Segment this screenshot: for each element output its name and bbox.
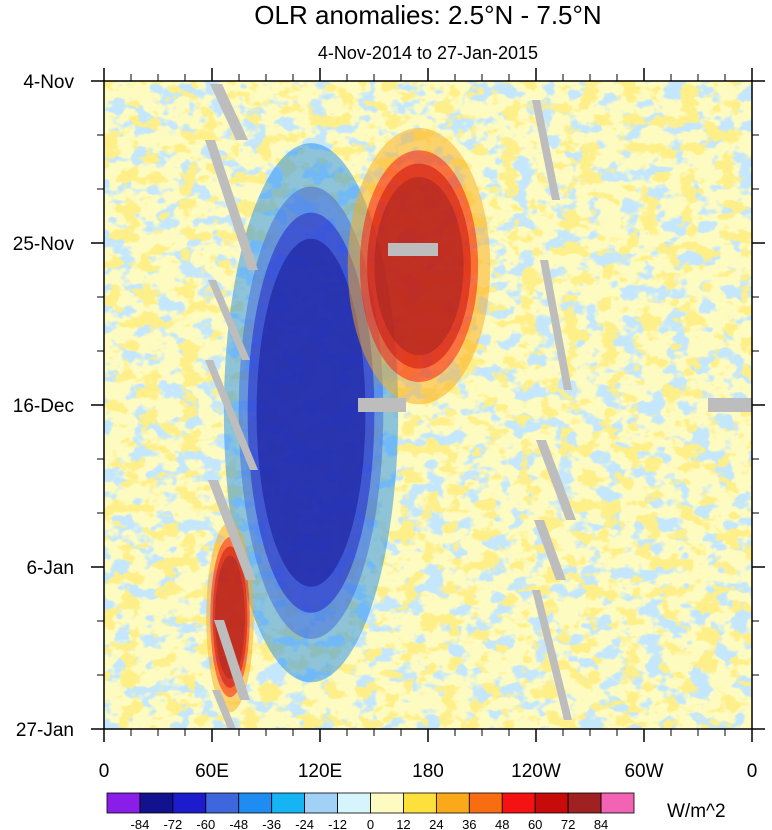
colorbar-swatch	[403, 792, 437, 814]
colorbar-label: 48	[495, 817, 509, 830]
colorbar-label: 84	[594, 817, 608, 830]
colorbar-swatch	[271, 792, 306, 814]
colorbar-label: 36	[462, 817, 476, 830]
x-tick-label: 0	[747, 761, 758, 782]
colorbar-label: -48	[229, 817, 248, 830]
colorbar-swatch	[435, 792, 470, 814]
colorbar-label: -60	[196, 817, 215, 830]
y-tick-label: 25-Nov	[13, 234, 75, 255]
colorbar-swatch	[337, 792, 371, 814]
colorbar-swatch	[106, 792, 141, 814]
y-axis: 4-Nov 25-Nov 16-Dec 6-Jan 27-Jan	[13, 72, 765, 741]
colorbar-swatch	[600, 792, 635, 814]
colorbar-swatch	[238, 792, 273, 814]
colorbar-swatch	[205, 792, 240, 814]
colorbar-label: -84	[131, 817, 150, 830]
colorbar-label: -72	[163, 817, 182, 830]
colorbar-label: -12	[328, 817, 347, 830]
x-tick-label: 0	[99, 761, 110, 782]
colorbar-swatch	[468, 792, 503, 814]
anomaly-feature	[256, 238, 366, 587]
x-tick-label: 60E	[195, 761, 229, 782]
x-tick-label: 120W	[511, 761, 561, 782]
colorbar-label: 12	[396, 817, 410, 830]
missing-data-streaks	[205, 84, 752, 729]
colorbar-label: -24	[295, 817, 314, 830]
x-tick-label: 120E	[298, 761, 342, 782]
heatmap-field	[104, 81, 752, 729]
colorbar-label: 60	[528, 817, 542, 830]
anomaly-feature	[374, 177, 464, 356]
y-tick-label: 16-Dec	[13, 396, 74, 417]
colorbar-units: W/m^2	[667, 801, 726, 822]
colorbar-label: 72	[561, 817, 575, 830]
colorbar-swatch	[567, 792, 602, 814]
colorbar-swatch	[370, 792, 404, 814]
x-tick-label: 60W	[624, 761, 663, 782]
colorbar-label: -36	[262, 817, 281, 830]
chart-title: OLR anomalies: 2.5°N - 7.5°N	[254, 0, 601, 30]
colorbar-label: 0	[367, 817, 374, 830]
anomaly-feature	[215, 555, 245, 679]
colorbar-swatch	[172, 792, 207, 814]
colorbar-swatch	[501, 792, 536, 814]
colorbar-label: 24	[429, 817, 443, 830]
colorbar: -84 -72 -60 -48 -36 -24 -12 0 12 24 36 48 60 72 84	[106, 792, 635, 830]
y-tick-label: 27-Jan	[16, 720, 74, 741]
x-axis: 0 60E 120E 180 120W 60W 0	[99, 68, 758, 782]
y-tick-label: 6-Jan	[26, 558, 74, 579]
y-tick-label: 4-Nov	[23, 72, 74, 93]
colorbar-swatch	[534, 792, 569, 814]
colorbar-swatch	[304, 792, 338, 814]
chart-subtitle: 4-Nov-2014 to 27-Jan-2015	[318, 43, 538, 63]
x-tick-label: 180	[412, 761, 444, 782]
colorbar-swatch	[139, 792, 174, 814]
anomaly-features	[206, 128, 491, 713]
